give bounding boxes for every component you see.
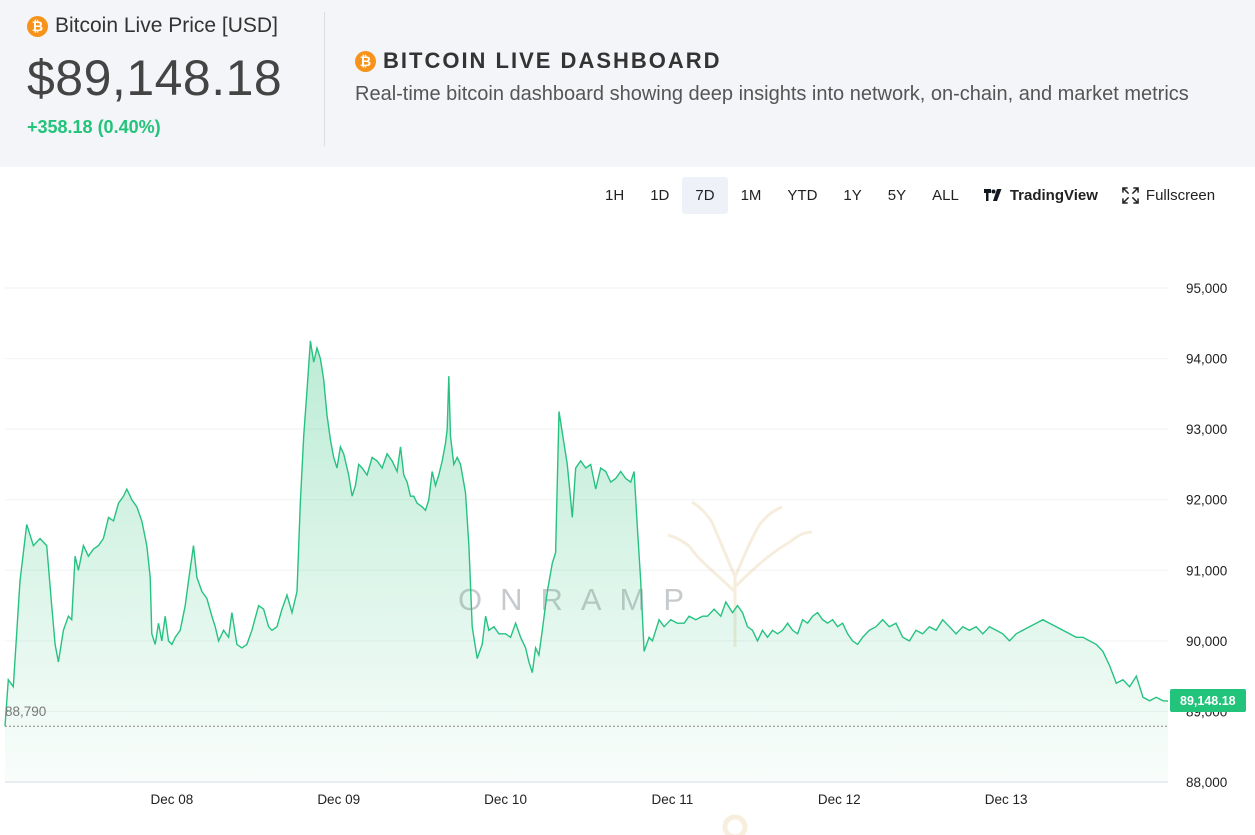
y-tick-label: 94,000 [1186, 352, 1227, 367]
chart-toolbar: 1H 1D 7D 1M YTD 1Y 5Y ALL TradingView Fu… [592, 177, 1215, 214]
tree-logo-icon [667, 500, 813, 835]
last-price-badge: 89,148.18 [1170, 688, 1246, 712]
price-area-fill [5, 340, 1168, 782]
x-tick-label: Dec 09 [317, 792, 360, 807]
timeframe-all-button[interactable]: ALL [932, 187, 959, 204]
y-tick-label: 90,000 [1186, 634, 1227, 649]
timeframe-ytd-button[interactable]: YTD [787, 187, 818, 204]
header-divider [324, 12, 325, 146]
x-tick-label: Dec 11 [652, 792, 694, 807]
timeframe-1d-button[interactable]: 1D [650, 187, 670, 204]
y-tick-label: 95,000 [1186, 281, 1227, 296]
tradingview-link[interactable]: TradingView [982, 177, 1098, 214]
fullscreen-button[interactable]: Fullscreen [1122, 177, 1215, 214]
x-tick-label: Dec 08 [150, 792, 193, 807]
price-block: ₿ Bitcoin Live Price [USD] $89,148.18 +3… [27, 12, 317, 138]
timeframe-1y-button[interactable]: 1Y [843, 187, 862, 204]
x-axis: Dec 08 Dec 09 Dec 10 Dec 11 Dec 12 Dec 13 [150, 792, 1027, 807]
price-chart[interactable]: ONRAMP 88,790 88,00089,00090,00091,00092… [0, 222, 1255, 835]
y-tick-label: 92,000 [1186, 493, 1227, 508]
price-label-row: ₿ Bitcoin Live Price [USD] [27, 12, 317, 40]
price-chart-svg: ONRAMP 88,790 88,00089,00090,00091,00092… [4, 281, 1246, 835]
x-tick-label: Dec 10 [484, 792, 527, 807]
timeframe-1m-button[interactable]: 1M [740, 187, 762, 204]
dashboard-title: BITCOIN LIVE DASHBOARD [383, 48, 722, 73]
fullscreen-label: Fullscreen [1145, 187, 1216, 204]
open-price-label: 88,790 [5, 704, 46, 719]
y-tick-label: 91,000 [1186, 563, 1227, 578]
price-value: $89,148.18 [27, 50, 283, 106]
timeframe-7d-button[interactable]: 7D [682, 177, 728, 214]
y-tick-label: 88,000 [1186, 775, 1227, 790]
x-tick-label: Dec 12 [818, 792, 861, 807]
tradingview-label: TradingView [1009, 187, 1098, 204]
tradingview-logo-icon [983, 188, 1002, 201]
price-change: +358.18 (0.40%) [27, 117, 161, 137]
bitcoin-icon: ₿ [355, 50, 376, 72]
y-tick-label: 93,000 [1186, 422, 1227, 437]
price-label: Bitcoin Live Price [USD] [55, 14, 278, 37]
timeframe-5y-button[interactable]: 5Y [887, 187, 907, 204]
price-line [4, 340, 1169, 727]
header-panel: ₿ Bitcoin Live Price [USD] $89,148.18 +3… [0, 0, 1255, 167]
timeframe-1h-button[interactable]: 1H [605, 187, 625, 204]
y-axis: 88,00089,00090,00091,00092,00093,00094,0… [1186, 281, 1227, 790]
bitcoin-icon: ₿ [27, 15, 48, 37]
fullscreen-icon [1122, 187, 1139, 204]
dashboard-subtitle: Real-time bitcoin dashboard showing deep… [355, 83, 1189, 105]
last-price-label: 89,148.18 [1180, 694, 1236, 708]
dashboard-title-row: ₿ BITCOIN LIVE DASHBOARD [355, 46, 1245, 76]
x-tick-label: Dec 13 [985, 792, 1028, 807]
dashboard-info: ₿ BITCOIN LIVE DASHBOARD Real-time bitco… [355, 46, 1245, 106]
